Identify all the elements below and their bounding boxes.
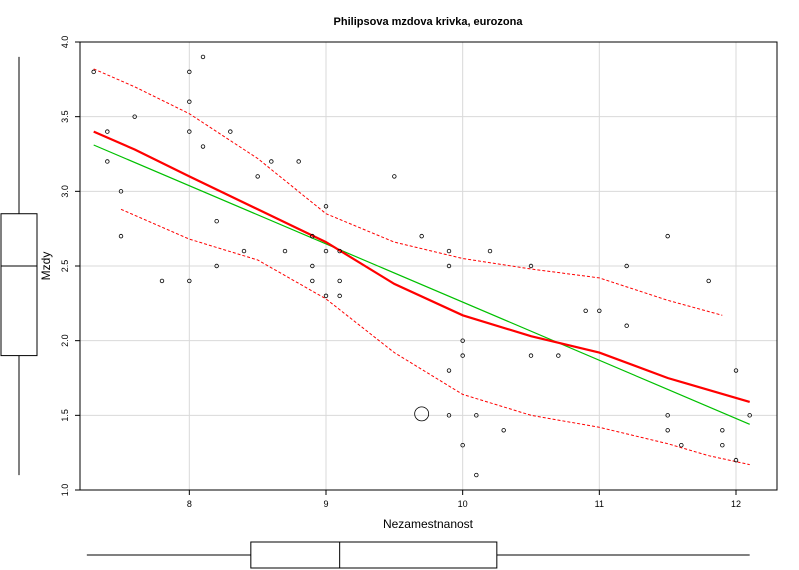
data-points [91,54,752,478]
data-point [487,248,493,254]
x-tick-label: 12 [731,499,741,509]
data-point [624,263,629,269]
data-point [310,233,315,239]
grid-lines [80,41,777,491]
x-tick-label: 9 [323,499,328,509]
data-point [665,233,670,239]
data-point [419,233,424,239]
data-point [446,368,452,373]
fit-lines [93,68,751,466]
data-point [747,413,752,418]
data-point [296,159,301,164]
outlier-point [414,406,430,422]
data-point [528,353,534,358]
y-tick-label: 2.0 [60,334,70,347]
data-point [474,472,479,478]
data-point [460,338,465,343]
data-point [118,233,124,239]
data-point [460,353,465,358]
data-point [337,293,342,299]
data-point [214,218,219,224]
y-tick-label: 2.5 [60,260,70,273]
data-point [187,69,192,75]
data-point [733,368,739,373]
axis-ticks: 8 9 10 11 12 1.0 1.5 2.0 2.5 3.0 3.5 4.0 [60,36,741,509]
data-point [105,129,110,134]
data-point [337,248,342,254]
data-point [446,248,452,254]
data-point [392,174,397,179]
x-tick-label: 8 [187,499,192,509]
data-point [282,248,288,254]
data-point [214,263,219,269]
data-point [720,428,725,433]
data-point [720,443,725,448]
data-point [269,159,274,164]
marginal-boxplots [0,56,750,569]
y-axis-label: Mzdy [39,252,53,281]
data-point [501,428,506,433]
upper-band-line [93,68,723,316]
data-point [583,308,588,313]
data-point [310,278,315,284]
chart-title: Philipsova mzdova krivka, eurozona [334,16,524,28]
data-point [310,263,315,269]
data-point [528,263,534,269]
data-point [665,413,670,418]
data-point [132,114,137,119]
data-point [597,308,602,313]
y-boxplot-box [0,213,38,357]
data-point [187,99,192,104]
x-axis-label: Nezamestnanost [383,517,474,531]
data-point [118,189,124,194]
y-tick-label: 1.5 [60,409,70,422]
data-point [228,129,233,134]
data-point [187,129,192,134]
y-tick-label: 1.0 [60,484,70,497]
data-point [665,428,670,433]
linear-fit-line [93,144,750,425]
data-point [323,248,329,254]
data-point [255,174,260,179]
data-point [200,144,206,149]
data-point [706,278,711,284]
y-tick-label: 3.0 [60,185,70,198]
data-point [323,293,329,299]
y-tick-label: 3.5 [60,110,70,123]
data-point [91,69,96,75]
data-point [159,278,165,284]
smooth-fit-line [93,130,751,403]
data-point [556,353,561,358]
x-tick-label: 11 [595,499,604,509]
data-point [105,159,110,164]
data-point [679,443,684,448]
data-point [733,457,739,463]
data-point [446,263,452,269]
data-point [446,413,452,418]
data-point [187,278,192,284]
x-boxplot-box [250,541,498,569]
y-tick-label: 4.0 [60,36,70,49]
data-point [337,278,342,284]
lower-band-line [120,208,750,466]
data-point [323,204,329,209]
x-tick-label: 10 [458,499,468,509]
data-point [200,54,206,60]
data-point [624,323,629,328]
data-point [474,413,479,418]
data-point [241,248,247,254]
data-point [460,443,465,448]
